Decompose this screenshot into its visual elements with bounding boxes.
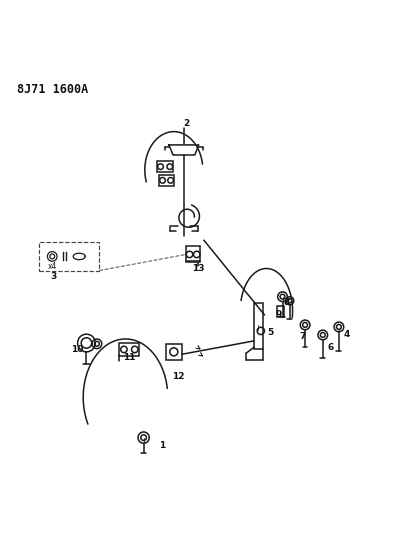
Text: 6: 6 <box>328 343 334 352</box>
Text: 1: 1 <box>159 441 165 450</box>
Text: 13: 13 <box>192 264 204 273</box>
Text: 4: 4 <box>344 330 350 340</box>
Bar <box>159 175 174 186</box>
Text: 2: 2 <box>183 119 189 128</box>
Text: 7: 7 <box>299 333 306 342</box>
Text: 8J71 1600A: 8J71 1600A <box>17 83 88 96</box>
Bar <box>156 161 173 172</box>
Text: 9: 9 <box>275 310 282 319</box>
Text: 12: 12 <box>172 372 184 381</box>
Text: 8: 8 <box>284 298 290 307</box>
Text: 11: 11 <box>123 353 136 361</box>
Bar <box>120 343 139 356</box>
Text: 3: 3 <box>50 272 56 281</box>
Text: 10: 10 <box>71 344 83 353</box>
Bar <box>39 243 99 271</box>
Text: x4: x4 <box>48 262 58 271</box>
Bar <box>186 246 200 262</box>
Bar <box>255 303 263 349</box>
Bar <box>277 305 284 317</box>
Bar <box>166 344 182 360</box>
Text: 5: 5 <box>267 328 274 337</box>
